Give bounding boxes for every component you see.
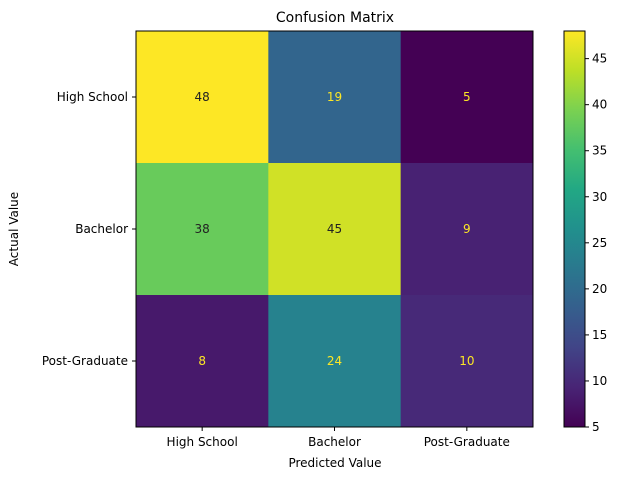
colorbar-tick-label: 10	[592, 374, 607, 388]
cell-value-label: 24	[327, 354, 342, 368]
heatmap-cell	[268, 31, 402, 164]
x-tick-label: Post-Graduate	[424, 435, 510, 449]
colorbar-tick-label: 45	[592, 52, 607, 66]
heatmap-cell	[136, 31, 269, 164]
colorbar-ticks: 5 10 15 20 25 30 35 40 45	[585, 52, 607, 434]
x-tick-label: High School	[167, 435, 238, 449]
y-tick-label: Post-Graduate	[42, 354, 128, 368]
y-tick-label: High School	[57, 90, 128, 104]
y-axis-label: Actual Value	[7, 192, 21, 266]
colorbar-tick-label: 40	[592, 98, 607, 112]
cell-value-label: 19	[327, 90, 342, 104]
x-axis-ticks: High School Bachelor Post-Graduate	[167, 427, 510, 449]
heatmap-cell	[136, 163, 269, 296]
cell-value-label: 38	[195, 222, 210, 236]
y-tick-label: Bachelor	[75, 222, 128, 236]
cell-value-label: 8	[198, 354, 206, 368]
heatmap-cells	[136, 31, 534, 428]
heatmap-cell	[400, 295, 534, 428]
colorbar-tick-label: 20	[592, 282, 607, 296]
cell-value-label: 5	[463, 90, 471, 104]
x-tick-label: Bachelor	[308, 435, 361, 449]
heatmap-cell	[400, 163, 534, 296]
heatmap-cell	[400, 31, 534, 164]
cell-value-label: 48	[195, 90, 210, 104]
colorbar-tick-label: 15	[592, 328, 607, 342]
heatmap-cell	[268, 295, 402, 428]
cell-value-label: 45	[327, 222, 342, 236]
heatmap-cell	[136, 295, 269, 428]
colorbar-tick-label: 30	[592, 190, 607, 204]
y-axis-ticks: High School Bachelor Post-Graduate	[42, 90, 136, 368]
cell-value-labels: 48 19 5 38 45 9 8 24 10	[195, 90, 475, 368]
cell-value-label: 9	[463, 222, 471, 236]
x-axis-label: Predicted Value	[288, 456, 381, 470]
colorbar-tick-label: 35	[592, 144, 607, 158]
colorbar-tick-label: 25	[592, 236, 607, 250]
colorbar-tick-label: 5	[592, 420, 600, 434]
colorbar	[563, 30, 586, 428]
heatmap-cell	[268, 163, 402, 296]
cell-value-label: 10	[459, 354, 474, 368]
chart-title: Confusion Matrix	[276, 10, 394, 26]
